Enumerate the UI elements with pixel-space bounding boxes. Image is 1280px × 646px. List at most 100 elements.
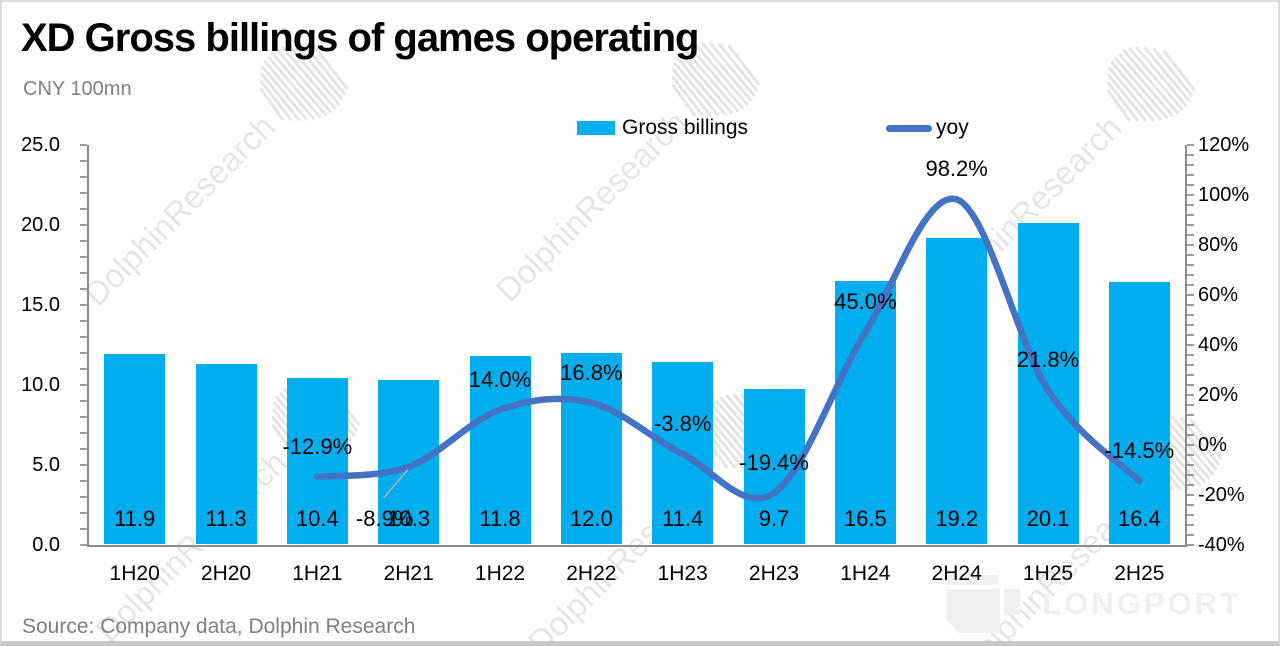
right-axis-tick bbox=[1187, 443, 1194, 446]
bar-value-label: 12.0 bbox=[569, 505, 613, 531]
right-axis-tick-label: 120% bbox=[1198, 134, 1250, 156]
right-axis-tick bbox=[1187, 163, 1194, 166]
left-axis-tick bbox=[80, 495, 87, 498]
dolphin-research-watermark: DolphinResearch bbox=[57, 28, 362, 333]
right-axis-tick bbox=[1187, 363, 1194, 366]
right-axis-tick bbox=[1187, 543, 1194, 546]
left-axis-tick-label: 0.0 bbox=[32, 533, 60, 556]
left-axis-tick bbox=[80, 303, 87, 306]
right-axis-tick bbox=[1187, 353, 1194, 356]
yoy-point-label: -12.9% bbox=[282, 433, 353, 459]
bar-value-label: 19.2 bbox=[935, 505, 979, 531]
category-label: 1H24 bbox=[840, 562, 891, 585]
left-axis-tick bbox=[80, 351, 87, 354]
left-axis-tick bbox=[80, 287, 87, 290]
right-axis-tick-label: -20% bbox=[1198, 483, 1245, 506]
bar-value-label: 11.9 bbox=[114, 505, 156, 531]
bar-value-label: 11.4 bbox=[662, 505, 704, 531]
bar-value-label: 16.5 bbox=[843, 505, 887, 531]
left-axis-line bbox=[87, 145, 89, 547]
left-axis-tick bbox=[80, 223, 87, 226]
left-axis-tick bbox=[80, 144, 87, 146]
line-swatch-icon bbox=[886, 124, 933, 132]
left-axis-tick bbox=[80, 543, 87, 546]
left-axis-tick bbox=[80, 463, 87, 466]
longport-watermark: LONGPORT bbox=[946, 575, 1242, 633]
right-axis-tick bbox=[1187, 263, 1194, 266]
bar-value-label: 11.8 bbox=[479, 505, 521, 531]
left-axis-tick bbox=[80, 175, 87, 178]
legend-item-gross-billings: Gross billings bbox=[577, 116, 748, 140]
left-axis-tick bbox=[80, 335, 87, 338]
left-axis-tick-label: 5.0 bbox=[32, 453, 60, 476]
bar-swatch-icon bbox=[577, 121, 615, 135]
right-axis-tick bbox=[1187, 253, 1194, 256]
yoy-point-label: 45.0% bbox=[834, 289, 897, 315]
dolphin-research-watermark: DolphinResearch bbox=[469, 24, 774, 329]
right-axis-tick-label: 40% bbox=[1198, 333, 1239, 356]
legend-label: Gross billings bbox=[622, 116, 749, 139]
right-axis-tick bbox=[1187, 403, 1194, 406]
right-axis-tick bbox=[1187, 153, 1194, 156]
left-axis-tick bbox=[80, 447, 87, 450]
yoy-point-label: 98.2% bbox=[925, 156, 988, 182]
right-axis-line bbox=[1185, 145, 1187, 547]
legend: Gross billings yoy bbox=[577, 116, 969, 140]
right-axis-tick bbox=[1187, 423, 1194, 426]
right-axis-tick bbox=[1187, 323, 1194, 326]
category-label: 2H24 bbox=[931, 562, 982, 585]
right-axis-tick bbox=[1187, 203, 1194, 206]
gross-billings-bar bbox=[926, 237, 988, 545]
right-axis-tick bbox=[1187, 373, 1194, 376]
right-axis-tick bbox=[1187, 493, 1194, 496]
right-axis-tick bbox=[1187, 393, 1194, 396]
yoy-point-label: -3.8% bbox=[653, 411, 712, 437]
right-axis-tick bbox=[1187, 513, 1194, 516]
category-label: 2H22 bbox=[566, 562, 617, 585]
right-axis-tick bbox=[1187, 483, 1194, 486]
right-axis-tick-label: 60% bbox=[1198, 283, 1239, 306]
left-axis-tick bbox=[80, 383, 87, 386]
legend-item-yoy: yoy bbox=[886, 116, 969, 140]
left-axis-tick bbox=[80, 255, 87, 258]
right-axis-tick bbox=[1187, 213, 1194, 216]
right-axis-tick-label: 80% bbox=[1198, 233, 1239, 256]
bar-value-label: 20.1 bbox=[1026, 505, 1070, 531]
right-axis-tick bbox=[1187, 243, 1194, 246]
category-label: 1H21 bbox=[292, 562, 343, 585]
yoy-point-label: -14.5% bbox=[1104, 437, 1175, 463]
right-axis-tick bbox=[1187, 453, 1194, 456]
right-axis-tick bbox=[1187, 273, 1194, 276]
watermark-text: DolphinResearch bbox=[76, 107, 282, 313]
yoy-point-label: 21.8% bbox=[1016, 347, 1080, 373]
right-axis-tick bbox=[1187, 283, 1194, 286]
x-axis-line bbox=[87, 544, 1187, 547]
right-axis-tick bbox=[1187, 173, 1194, 176]
right-axis-tick bbox=[1187, 293, 1194, 296]
page-title: XD Gross billings of games operating bbox=[21, 16, 699, 60]
right-axis-tick bbox=[1187, 533, 1194, 536]
left-axis-tick bbox=[80, 239, 87, 242]
left-axis-tick bbox=[80, 191, 87, 194]
right-axis-tick bbox=[1187, 523, 1194, 526]
right-axis-tick bbox=[1187, 313, 1194, 316]
left-axis-tick bbox=[80, 527, 87, 530]
right-axis-tick bbox=[1187, 503, 1194, 506]
bar-value-label: 10.4 bbox=[295, 505, 339, 531]
category-label: 1H20 bbox=[109, 562, 160, 585]
gross-billings-bar bbox=[104, 354, 166, 545]
left-axis-tick-label: 20.0 bbox=[21, 213, 60, 236]
left-axis-tick bbox=[80, 431, 87, 434]
bar-value-label: 11.3 bbox=[205, 505, 247, 531]
left-axis-tick bbox=[80, 399, 87, 402]
striped-fan-icon bbox=[1106, 46, 1196, 122]
right-axis-tick bbox=[1187, 433, 1194, 436]
left-axis-tick bbox=[80, 479, 87, 482]
right-axis-tick bbox=[1187, 303, 1194, 306]
bar-value-label: 10.3 bbox=[387, 505, 431, 531]
bar-value-label: 9.7 bbox=[758, 505, 790, 531]
gross-billings-bar bbox=[195, 363, 257, 545]
left-axis-tick bbox=[80, 207, 87, 210]
legend-label: yoy bbox=[936, 116, 969, 139]
